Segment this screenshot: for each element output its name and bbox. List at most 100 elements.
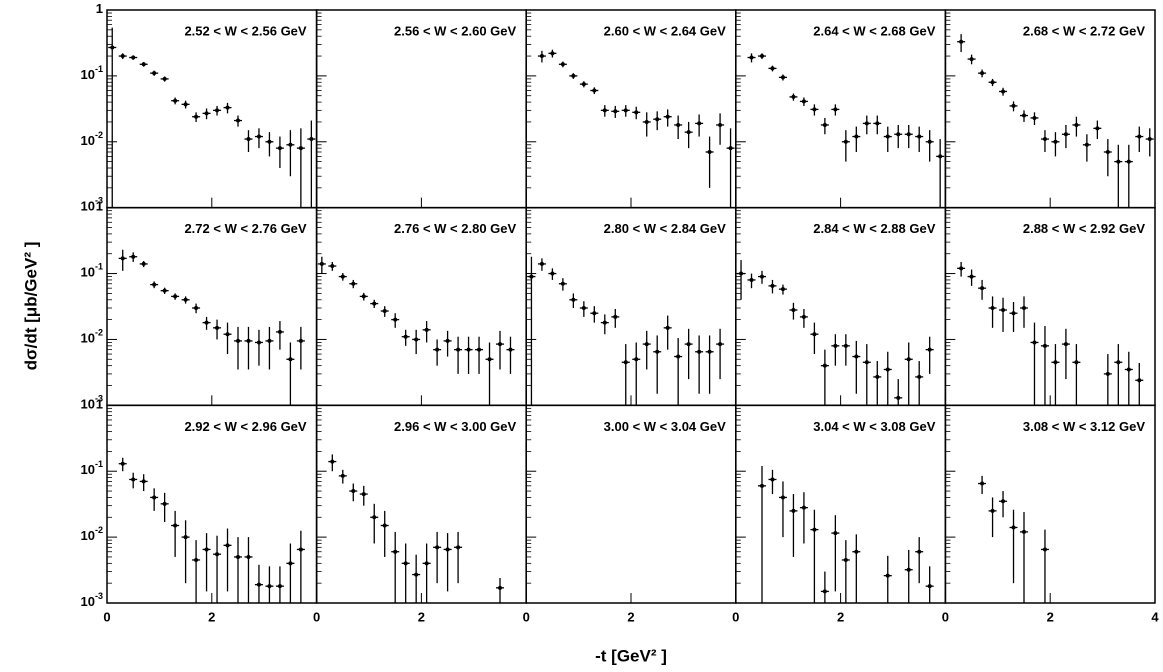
panel-title: 2.76 < W < 2.80 GeV xyxy=(394,221,516,236)
y-tick-base: 10 xyxy=(81,397,95,412)
data-point xyxy=(558,61,567,68)
marker xyxy=(1022,306,1026,311)
data-point xyxy=(317,256,326,274)
marker xyxy=(676,122,681,127)
marker xyxy=(246,338,251,343)
data-point xyxy=(1009,101,1018,112)
marker xyxy=(718,342,723,347)
marker xyxy=(843,139,848,144)
marker xyxy=(749,55,754,60)
marker xyxy=(864,121,869,126)
data-point xyxy=(433,531,442,584)
data-point xyxy=(401,543,410,603)
marker xyxy=(173,523,178,528)
data-point xyxy=(579,81,588,88)
marker xyxy=(1126,159,1131,164)
marker xyxy=(906,357,911,362)
data-point xyxy=(695,335,704,394)
data-point xyxy=(1009,509,1018,584)
data-point xyxy=(768,65,777,72)
marker xyxy=(655,117,660,122)
data-point xyxy=(831,104,840,116)
marker xyxy=(246,137,251,142)
marker xyxy=(613,314,618,319)
panel-title: 2.96 < W < 3.00 GeV xyxy=(394,419,516,434)
marker xyxy=(833,531,838,536)
data-point xyxy=(768,279,777,294)
y-tick-exponent: -2 xyxy=(95,328,103,338)
data-point xyxy=(234,326,242,370)
data-point xyxy=(223,322,232,355)
data-point xyxy=(296,530,305,603)
marker xyxy=(602,320,607,325)
marker xyxy=(435,545,440,550)
data-point xyxy=(653,111,662,131)
panel-frame xyxy=(315,404,527,604)
marker xyxy=(801,505,806,510)
marker xyxy=(309,137,314,142)
data-point xyxy=(433,339,442,366)
marker xyxy=(644,119,649,124)
marker xyxy=(550,271,555,276)
data-point xyxy=(349,279,358,289)
marker xyxy=(990,306,995,311)
y-tick-base: 1 xyxy=(96,397,103,412)
data-point xyxy=(548,49,557,58)
data-point xyxy=(726,128,735,208)
data-point xyxy=(1061,124,1070,149)
data-point xyxy=(988,78,997,87)
marker xyxy=(990,80,995,85)
data-point xyxy=(139,474,148,492)
data-point xyxy=(915,537,924,584)
data-point xyxy=(674,338,683,406)
marker xyxy=(843,557,848,562)
marker xyxy=(539,54,544,59)
data-point xyxy=(558,278,567,291)
data-point xyxy=(118,457,127,472)
marker xyxy=(1011,103,1016,108)
marker xyxy=(152,495,157,500)
panel-title: 2.80 < W < 2.84 GeV xyxy=(604,221,726,236)
marker xyxy=(980,481,985,486)
marker xyxy=(508,347,513,352)
data-point xyxy=(1061,328,1070,380)
data-point xyxy=(820,117,829,135)
marker xyxy=(361,294,366,299)
data-point xyxy=(443,533,452,592)
marker xyxy=(288,561,293,566)
x-tick-label: 0 xyxy=(942,609,949,624)
marker xyxy=(1116,360,1121,365)
marker xyxy=(613,109,618,114)
marker xyxy=(414,337,419,342)
data-point xyxy=(275,321,284,350)
marker xyxy=(770,283,775,288)
marker xyxy=(990,508,995,513)
marker xyxy=(885,573,890,578)
y-tick-label: 10-3 xyxy=(81,196,103,214)
x-tick-label: 0 xyxy=(313,609,320,624)
data-point xyxy=(1082,134,1091,162)
marker xyxy=(215,552,220,557)
data-point xyxy=(254,329,263,366)
data-point xyxy=(1103,354,1112,406)
data-point xyxy=(799,97,808,106)
data-point xyxy=(957,34,966,53)
panel-frame xyxy=(944,206,1156,407)
data-point xyxy=(1114,144,1123,208)
y-tick-label: 1 xyxy=(96,1,103,16)
data-point xyxy=(663,109,672,127)
marker xyxy=(1063,132,1068,137)
marker xyxy=(938,154,943,159)
y-tick-label: 10-3 xyxy=(81,591,103,609)
data-point xyxy=(611,308,620,328)
marker xyxy=(697,349,702,354)
panel-frame xyxy=(735,206,947,407)
marker xyxy=(414,572,419,577)
data-point xyxy=(359,292,368,301)
marker xyxy=(277,329,282,334)
data-point xyxy=(160,287,169,294)
data-point xyxy=(454,336,463,374)
y-tick-label: 10-2 xyxy=(81,328,103,346)
data-point xyxy=(789,302,798,320)
